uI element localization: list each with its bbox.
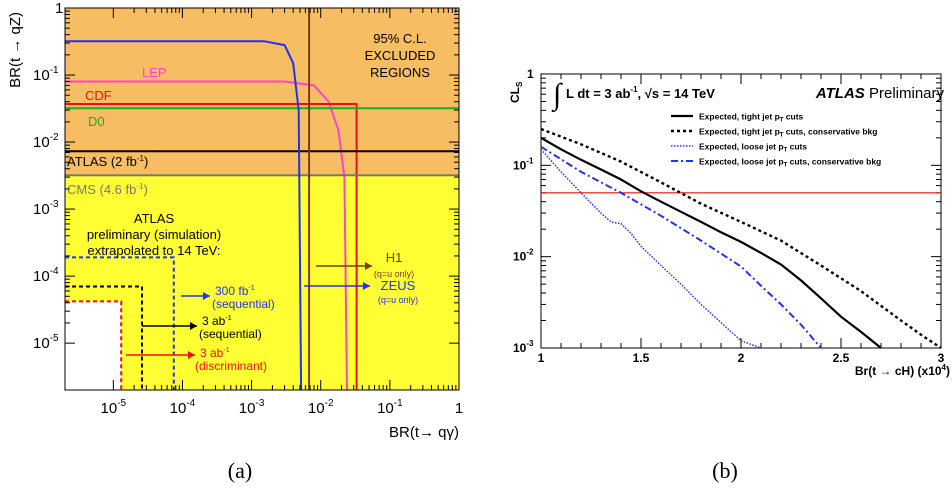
excluded-title-2: EXCLUDED <box>365 48 436 63</box>
cls-series-line-0 <box>541 138 881 348</box>
x-tick-mantissa: 10 <box>170 400 187 417</box>
y-tick-exponent: -2 <box>50 132 59 143</box>
h1-label: H1 <box>386 250 403 265</box>
atlas-2fb-label: ATLAS (2 fb-1) <box>67 154 148 169</box>
zeus-label: ZEUS <box>381 278 416 293</box>
excluded-title-3: REGIONS <box>370 65 430 80</box>
legend-text: cuts <box>787 142 807 152</box>
x-tick-label: 10-3 <box>239 398 265 417</box>
legend-text: cuts <box>783 112 803 122</box>
atlas-prelim-3: extrapolated to 14 TeV: <box>88 243 221 258</box>
y-tick-exponent: -4 <box>50 266 59 277</box>
x-tick-label: 10-4 <box>170 398 196 417</box>
x-tick-exponent: -3 <box>255 398 264 409</box>
lumi3-note: (sequential) <box>199 327 262 341</box>
x-tick-exponent: -5 <box>117 398 126 409</box>
y-tick-label-b: 10-1 <box>513 156 534 172</box>
lumi300-note: (sequential) <box>212 297 275 311</box>
x-tick-exponent: -1 <box>394 398 403 409</box>
panel-b-chart: 1 1.5 2 2.5 3 110-110-210-3 CLS Br(t → cH) (… <box>508 67 950 483</box>
x-tick-exponent: -2 <box>325 398 334 409</box>
legend-label-2: Expected, loose jet pT cuts <box>699 142 807 154</box>
x-tick-label: 1 <box>455 400 463 417</box>
y-tick-exponent-b: -2 <box>526 248 534 257</box>
y-tick-mantissa: 10 <box>33 335 50 352</box>
d0-label: D0 <box>88 114 105 129</box>
legend-label-1: Expected, tight jet pT cuts, conservativ… <box>699 127 877 139</box>
y-tick-mantissa: 10 <box>33 201 50 218</box>
atlas-prelim-2: preliminary (simulation) <box>87 227 221 242</box>
cdf-label: CDF <box>85 88 112 103</box>
x-tick-mantissa: 10 <box>377 400 394 417</box>
x-tick-labels: 10-5 10-4 10-3 10-2 10-1 1 <box>101 398 464 417</box>
y-axis-label-b: CLS <box>508 81 524 103</box>
y-tick-mantissa-b: 10 <box>513 341 527 355</box>
x-tick-label: 10-2 <box>308 398 334 417</box>
y-tick-labels: 10-510-410-310-210-11 <box>33 0 63 352</box>
legend-text: Expected, tight jet p <box>699 112 780 122</box>
y-tick-mantissa-b: 10 <box>513 250 527 264</box>
discr-note: (discriminant) <box>195 359 267 373</box>
y-tick-label: 1 <box>55 0 63 17</box>
x-tick-exponent: -4 <box>186 398 195 409</box>
caption-b: (b) <box>712 458 738 483</box>
x-tick-mantissa: 10 <box>239 400 256 417</box>
excluded-title-1: 95% C.L. <box>373 31 426 46</box>
y-tick-mantissa: 10 <box>33 268 50 285</box>
cls-series-line-3 <box>541 147 821 348</box>
y-tick-label: 10-1 <box>33 65 59 84</box>
y-axis-label: BR(t → qZ) <box>7 12 24 88</box>
legend-label-0: Expected, tight jet pT cuts <box>699 112 804 124</box>
legend-text: Expected, loose jet p <box>699 142 784 152</box>
y-tick-labels-b: 110-110-210-3 <box>513 67 534 355</box>
y-tick-mantissa: 1 <box>55 0 63 17</box>
y-tick-exponent: -5 <box>50 333 59 344</box>
y-tick-label: 10-5 <box>33 333 59 352</box>
y-tick-mantissa: 10 <box>33 67 50 84</box>
y-tick-exponent: -1 <box>50 65 59 76</box>
x-axis-label-b: Br(t → cH) (x104) <box>855 363 950 378</box>
x-tick-mantissa: 1 <box>455 400 463 417</box>
atlas-prelim-1: ATLAS <box>134 211 175 226</box>
cls-series-line-2 <box>541 149 761 348</box>
y-tick-label: 10-4 <box>33 266 59 285</box>
y-tick-mantissa-b: 1 <box>527 67 534 81</box>
legend-label-3: Expected, loose jet pT cuts, conservativ… <box>699 157 881 169</box>
y-tick-label: 10-2 <box>33 132 59 151</box>
panel-a-chart: 10-5 10-4 10-3 10-2 10-1 1 10-510-410-310-210… <box>7 0 463 483</box>
x-axis-label: BR(t→ qγ) <box>389 424 459 441</box>
x-tick-label: 10-5 <box>101 398 127 417</box>
y-tick-label-b: 10-2 <box>513 248 534 264</box>
y-tick-mantissa: 10 <box>33 134 50 151</box>
legend-text: cuts, conservative bkg <box>787 157 881 167</box>
lumi-label: L dt = 3 ab-1, √s = 14 TeV <box>566 85 715 101</box>
atlas-preliminary-label: ATLAS Preliminary <box>815 85 945 102</box>
legend-text: Expected, loose jet p <box>699 157 784 167</box>
cms-label: CMS (4.6 fb-1) <box>67 182 148 197</box>
x-tick-mantissa: 10 <box>308 400 325 417</box>
legend-text: Expected, tight jet p <box>699 127 780 137</box>
x-tick-label-b: 2.5 <box>833 351 850 365</box>
lep-label: LEP <box>142 65 167 80</box>
x-tick-label-b: 1.5 <box>633 351 650 365</box>
x-tick-labels-b: 1 1.5 2 2.5 3 <box>538 351 945 365</box>
unexcluded-corner <box>65 301 121 390</box>
x-tick-label: 10-1 <box>377 398 403 417</box>
zeus-note: (q=u only) <box>378 295 418 305</box>
x-tick-label-b: 2 <box>738 351 745 365</box>
y-tick-label-b: 10-3 <box>513 339 534 355</box>
caption-a: (a) <box>228 458 252 483</box>
y-tick-exponent-b: -1 <box>526 156 534 165</box>
x-tick-mantissa: 10 <box>101 400 118 417</box>
integral-sign: ∫ <box>551 78 563 113</box>
y-tick-exponent-b: -3 <box>526 339 534 348</box>
x-tick-label-b: 1 <box>538 351 545 365</box>
legend-text: cuts, conservative bkg <box>783 127 877 137</box>
y-tick-label: 10-3 <box>33 199 59 218</box>
y-tick-mantissa-b: 10 <box>513 158 527 172</box>
y-tick-label-b: 1 <box>527 67 534 81</box>
y-tick-exponent: -3 <box>50 199 59 210</box>
